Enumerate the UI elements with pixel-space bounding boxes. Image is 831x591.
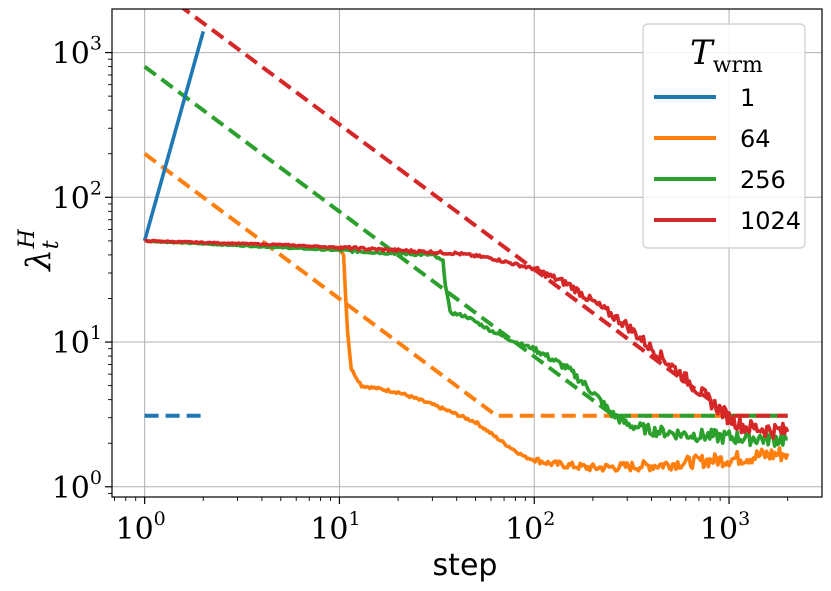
x-tick-label: 103 [700, 508, 750, 547]
legend-label-1: 1 [740, 84, 755, 112]
y-axis-label: λtH [15, 228, 64, 272]
series-256-solid [144, 238, 788, 448]
svg-text:λtH: λtH [15, 228, 64, 272]
y-tick-label: 100 [52, 467, 102, 506]
legend: Twrm 1 64 256 1024 [642, 23, 806, 249]
axes-frame [111, 8, 823, 498]
plot-frame [111, 8, 823, 498]
series-1024-solid [144, 238, 790, 440]
y-tick-label: 102 [52, 177, 102, 216]
x-axis-label: step [433, 548, 498, 583]
y-axis-label-sub: t [39, 240, 64, 249]
series-1024-dashed-line [180, 9, 788, 418]
series-layer [142, 9, 790, 473]
legend-label-256: 256 [740, 166, 786, 194]
x-tick-label: 102 [505, 508, 555, 547]
legend-box [642, 23, 806, 249]
series-1-line [142, 30, 206, 242]
legend-label-1024: 1024 [740, 207, 801, 235]
y-axis-label-main: λ [19, 249, 59, 273]
legend-label-64: 64 [740, 125, 771, 153]
legend-title: Twrm [690, 33, 763, 78]
series-256-line [144, 238, 788, 448]
y-axis-label-sup: H [15, 228, 40, 249]
series-1024 [180, 9, 788, 418]
y-tick-label: 101 [52, 322, 102, 361]
series-1024-line [144, 238, 790, 440]
tick-layer: 100 101 102 103 100 101 102 103 [52, 33, 789, 547]
y-tick-label: 103 [52, 33, 102, 72]
series-1-solid [142, 30, 206, 242]
x-tick-label: 101 [310, 508, 360, 547]
x-tick-label: 100 [115, 508, 165, 547]
